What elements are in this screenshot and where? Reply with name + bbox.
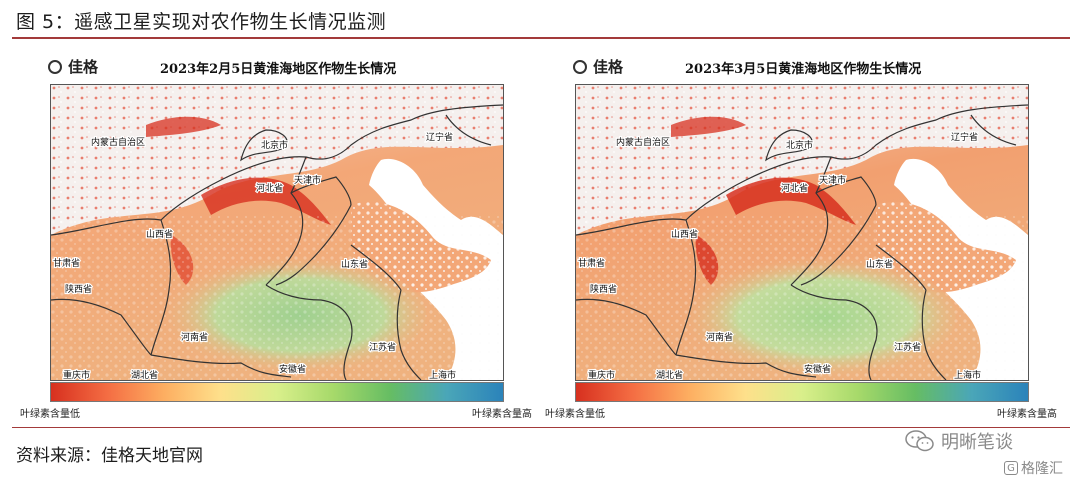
g-logo-icon: G [1004, 461, 1018, 475]
label-shanxi: 山西省 [146, 228, 173, 240]
label-shandong: 山东省 [866, 258, 893, 270]
label-henan: 河南省 [706, 331, 733, 343]
map-title: 2023年3月5日黄淮海地区作物生长情况 [685, 62, 922, 77]
label-beijing: 北京市 [786, 139, 813, 151]
map-graphic: 内蒙古自治区 辽宁省 北京市 天津市 河北省 山西省 山东省 甘肃省 陕西省 河… [576, 85, 1028, 380]
brand-logo-icon [48, 59, 62, 74]
label-liaoning: 辽宁省 [951, 131, 978, 143]
label-nei-menggu: 内蒙古自治区 [616, 136, 670, 148]
label-nei-menggu: 内蒙古自治区 [91, 136, 145, 148]
label-hubei: 湖北省 [656, 369, 683, 380]
map-panel-feb: 佳格 2023年2月5日黄淮海地区作物生长情况 [20, 52, 540, 422]
map-title: 2023年2月5日黄淮海地区作物生长情况 [160, 62, 397, 77]
bottom-divider [12, 427, 1070, 428]
brand-logo-icon [573, 59, 587, 74]
vegetation-map: 内蒙古自治区 辽宁省 北京市 天津市 河北省 山西省 山东省 甘肃省 陕西省 河… [575, 84, 1029, 381]
label-anhui: 安徽省 [279, 363, 306, 375]
map-graphic: 内蒙古自治区 辽宁省 北京市 天津市 河北省 山西省 山东省 甘肃省 陕西省 河… [51, 85, 503, 380]
legend-low-label: 叶绿素含量低 [20, 409, 80, 420]
label-tianjin: 天津市 [819, 174, 846, 186]
brand-name: 佳格 [593, 58, 624, 76]
chlorophyll-colorbar [575, 382, 1029, 402]
vegetation-map: 内蒙古自治区 辽宁省 北京市 天津市 河北省 山西省 山东省 甘肃省 陕西省 河… [50, 84, 504, 381]
legend-high-label: 叶绿素含量高 [472, 409, 532, 420]
wechat-icon [905, 430, 934, 452]
label-chongqing: 重庆市 [588, 369, 615, 380]
legend-high-label: 叶绿素含量高 [997, 409, 1057, 420]
label-henan: 河南省 [181, 331, 208, 343]
wechat-account-name: 明晰笔谈 [941, 432, 1013, 453]
top-divider [12, 37, 1070, 39]
label-shaanxi: 陕西省 [65, 283, 92, 295]
label-liaoning: 辽宁省 [426, 131, 453, 143]
wechat-watermark: 明晰笔谈 [905, 428, 1013, 454]
brand: 佳格 [573, 56, 623, 77]
label-hebei: 河北省 [781, 182, 808, 194]
label-jiangsu: 江苏省 [894, 341, 921, 353]
label-beijing: 北京市 [261, 139, 288, 151]
label-shanghai: 上海市 [429, 369, 456, 380]
label-hubei: 湖北省 [131, 369, 158, 380]
label-tianjin: 天津市 [294, 174, 321, 186]
legend-low-label: 叶绿素含量低 [545, 409, 605, 420]
brand-name: 佳格 [68, 58, 99, 76]
map-panel-mar: 佳格 2023年3月5日黄淮海地区作物生长情况 [545, 52, 1065, 422]
gelonghui-watermark: G 格隆汇 [1004, 458, 1063, 478]
label-gansu: 甘肃省 [53, 257, 80, 269]
chlorophyll-colorbar [50, 382, 504, 402]
label-chongqing: 重庆市 [63, 369, 90, 380]
source-note: 资料来源：佳格天地官网 [16, 446, 203, 466]
gelonghui-name: 格隆汇 [1021, 461, 1063, 477]
figure-title: 图 5：遥感卫星实现对农作物生长情况监测 [16, 11, 387, 33]
label-shaanxi: 陕西省 [590, 283, 617, 295]
label-gansu: 甘肃省 [578, 257, 605, 269]
label-shanxi: 山西省 [671, 228, 698, 240]
label-anhui: 安徽省 [804, 363, 831, 375]
label-jiangsu: 江苏省 [369, 341, 396, 353]
brand: 佳格 [48, 56, 98, 77]
label-shanghai: 上海市 [954, 369, 981, 380]
label-hebei: 河北省 [256, 182, 283, 194]
label-shandong: 山东省 [341, 258, 368, 270]
